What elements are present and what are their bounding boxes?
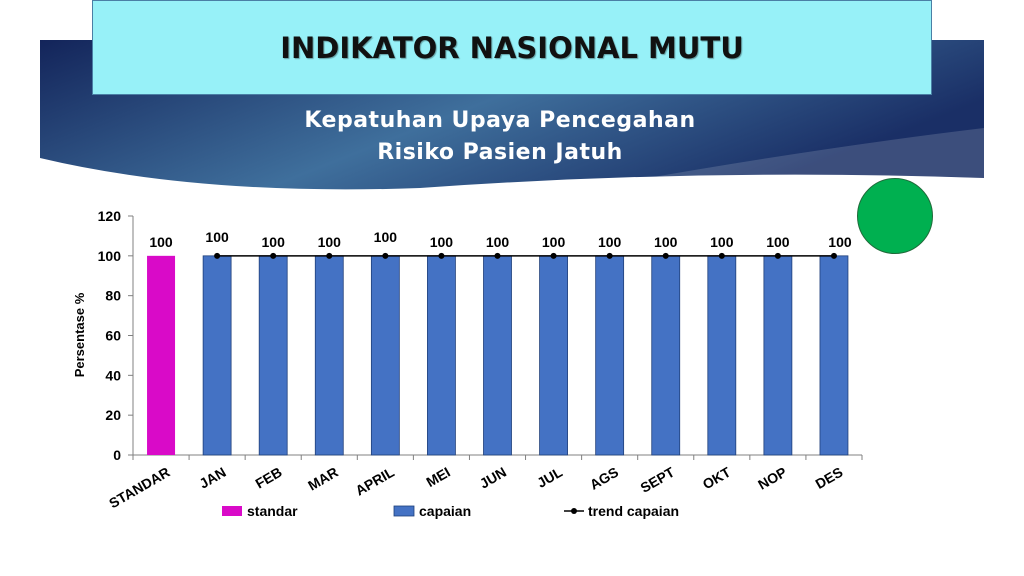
x-tick-label: JUN	[477, 464, 509, 492]
data-label: 100	[374, 229, 398, 245]
legend-swatch-standar	[222, 506, 242, 516]
x-tick-label: FEB	[252, 464, 284, 492]
y-tick-label: 120	[98, 208, 122, 224]
trend-point-1	[270, 252, 277, 259]
x-tick-label: APRIL	[352, 464, 397, 499]
x-tick-label: MEI	[423, 464, 453, 490]
x-tick-label: DES	[813, 464, 846, 492]
y-tick-label: 80	[105, 288, 121, 304]
trend-point-0	[214, 252, 221, 259]
trend-point-9	[718, 252, 725, 259]
x-tick-label: AGS	[587, 464, 621, 493]
legend-label-capaian: capaian	[419, 503, 471, 519]
x-tick-label: OKT	[700, 464, 734, 493]
x-tick-label: SEPT	[638, 464, 678, 496]
legend-label-standar: standar	[247, 503, 298, 519]
y-tick-label: 40	[105, 367, 121, 383]
data-label: 100	[430, 234, 454, 250]
subtitle-line-1: Kepatuhan Upaya Pencegahan	[304, 108, 696, 133]
title-box: INDIKATOR NASIONAL MUTU	[92, 0, 932, 95]
bar-capaian-jul	[539, 255, 568, 456]
bar-standar	[147, 255, 176, 455]
legend-swatch-capaian	[393, 505, 415, 517]
data-label: 100	[262, 234, 286, 250]
data-label: 100	[205, 229, 229, 245]
trend-point-8	[662, 252, 669, 259]
x-tick-label: MAR	[305, 464, 341, 494]
page-title: INDIKATOR NASIONAL MUTU	[280, 30, 744, 65]
data-label: 100	[828, 234, 852, 250]
y-tick-label: 100	[98, 248, 122, 264]
subtitle-line-2: Risiko Pasien Jatuh	[377, 140, 623, 165]
bar-capaian-mei	[427, 255, 456, 456]
x-tick-label: NOP	[755, 464, 789, 493]
trend-point-11	[830, 252, 837, 259]
bar-capaian-april	[370, 255, 400, 456]
trend-point-4	[438, 252, 445, 259]
trend-point-10	[774, 252, 781, 259]
bar-capaian-ags	[595, 255, 625, 456]
trend-point-5	[494, 252, 501, 259]
status-indicator-circle	[857, 178, 933, 254]
data-label: 100	[318, 234, 342, 250]
data-label: 100	[654, 234, 678, 250]
bar-capaian-jan	[202, 255, 232, 456]
x-tick-label: JAN	[196, 464, 228, 492]
data-label: 100	[486, 234, 510, 250]
y-axis-label: Persentase %	[72, 292, 87, 377]
data-label: 100	[710, 234, 734, 250]
y-tick-label: 20	[105, 407, 121, 423]
bar-capaian-jun	[483, 255, 512, 456]
trend-point-7	[606, 252, 613, 259]
data-label: 100	[766, 234, 790, 250]
bar-capaian-sept	[651, 255, 681, 456]
x-tick-label: JUL	[534, 464, 565, 491]
bar-capaian-des	[819, 255, 849, 456]
legend-swatch-trend-marker	[571, 508, 577, 514]
trend-point-2	[326, 252, 333, 259]
trend-point-3	[382, 252, 389, 259]
legend-label-trend: trend capaian	[588, 503, 679, 519]
y-tick-label: 60	[105, 328, 121, 344]
x-tick-label: STANDAR	[106, 464, 172, 512]
bar-capaian-okt	[707, 255, 737, 456]
bar-capaian-nop	[763, 255, 793, 456]
data-label: 100	[149, 234, 173, 250]
data-label: 100	[598, 234, 622, 250]
bar-capaian-feb	[258, 255, 288, 456]
y-tick-label: 0	[113, 447, 121, 463]
data-label: 100	[542, 234, 566, 250]
trend-point-6	[550, 252, 557, 259]
bar-capaian-mar	[314, 255, 344, 456]
